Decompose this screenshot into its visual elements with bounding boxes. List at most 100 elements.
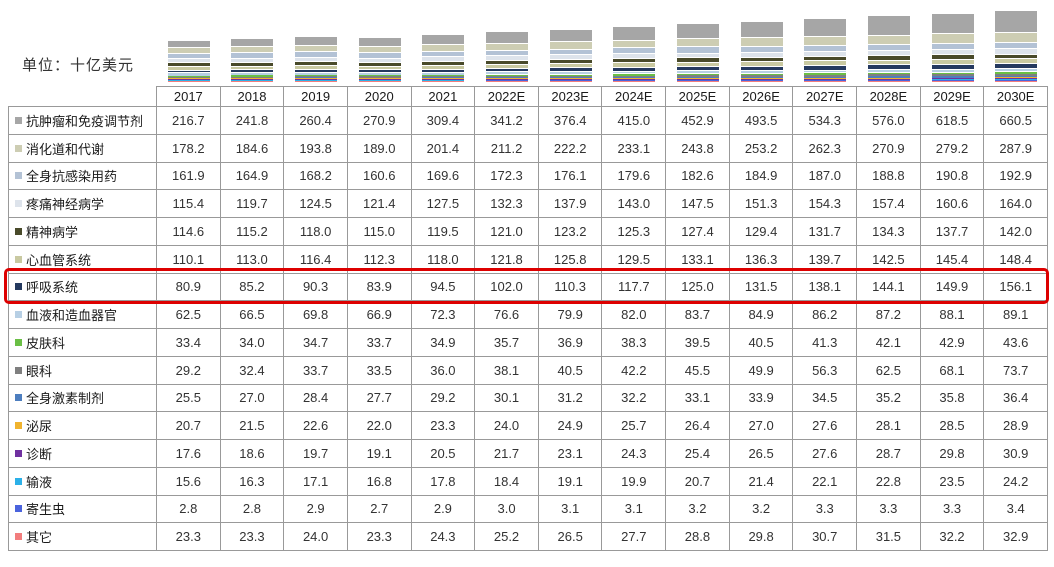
bar-segment [358, 66, 401, 70]
value-cell: 62.5 [157, 301, 221, 329]
value-cell: 133.1 [666, 245, 730, 274]
value-cell: 16.3 [220, 467, 285, 496]
value-cell: 27.0 [729, 412, 794, 440]
value-cell: 147.5 [666, 190, 730, 218]
value-cell: 32.2 [602, 384, 667, 413]
value-cell: 80.9 [157, 273, 221, 302]
bar-segment [295, 77, 338, 79]
bar-segment [422, 61, 465, 65]
value-cell: 25.5 [157, 384, 221, 413]
value-cell: 176.1 [538, 162, 603, 191]
legend-swatch-icon [15, 200, 22, 208]
bar-segment [740, 78, 783, 80]
bar-slot-2029E [921, 0, 985, 82]
value-cell: 493.5 [729, 107, 794, 135]
value-cell: 83.7 [666, 301, 730, 329]
row-label-text: 呼吸系统 [26, 280, 79, 296]
bar-segment [804, 76, 847, 78]
bar-segment [422, 65, 465, 69]
stacked-bar-2029E [931, 13, 974, 82]
value-cell: 112.3 [347, 245, 412, 274]
stacked-bar-2025E [676, 24, 719, 82]
bar-segment [740, 38, 783, 46]
column-header-2030E: 2030E [984, 86, 1048, 107]
value-cell: 23.3 [220, 523, 285, 551]
bar-segment [231, 78, 274, 80]
value-cell: 36.4 [984, 384, 1048, 413]
value-cell: 172.3 [475, 162, 539, 191]
row-label: 血液和造血器官 [8, 301, 157, 329]
value-cell: 102.0 [475, 273, 539, 302]
bar-slot-2017 [157, 0, 221, 82]
value-cell: 160.6 [920, 190, 985, 218]
bar-segment [804, 78, 847, 80]
value-cell: 82.0 [602, 301, 667, 329]
legend-swatch-icon [15, 116, 22, 124]
value-cell: 25.2 [475, 523, 539, 551]
bar-slot-2021 [412, 0, 476, 82]
value-cell: 42.9 [920, 329, 985, 357]
value-cell: 151.3 [729, 190, 794, 218]
bar-segment [867, 76, 910, 78]
bar-slot-2024E [602, 0, 666, 82]
value-cell: 161.9 [157, 162, 221, 191]
bar-segment [613, 40, 656, 48]
row-label-text: 泌尿 [26, 419, 53, 435]
value-cell: 19.9 [602, 467, 667, 496]
stacked-bar-2021 [422, 34, 465, 82]
value-cell: 660.5 [984, 107, 1048, 135]
legend-swatch-icon [15, 505, 22, 513]
value-cell: 24.3 [602, 440, 667, 468]
value-cell: 129.4 [729, 218, 794, 246]
value-cell: 73.7 [984, 356, 1048, 385]
bar-segment [295, 80, 338, 82]
bar-segment [358, 79, 401, 80]
bar-segment [995, 76, 1038, 78]
bar-segment [167, 63, 210, 67]
bar-segment [740, 62, 783, 66]
value-cell: 41.3 [793, 329, 858, 357]
value-cell: 35.2 [857, 384, 921, 413]
value-cell: 35.7 [475, 329, 539, 357]
value-cell: 124.5 [284, 190, 348, 218]
value-cell: 115.4 [157, 190, 221, 218]
value-cell: 84.9 [729, 301, 794, 329]
bar-segment [295, 72, 338, 76]
row-label-text: 皮肤科 [26, 335, 66, 351]
stacked-bar-2026E [740, 21, 783, 82]
bar-segment [486, 79, 529, 81]
bar-segment [613, 78, 656, 80]
value-cell: 43.6 [984, 329, 1048, 357]
value-cell: 127.4 [666, 218, 730, 246]
bar-segment [995, 80, 1038, 81]
value-cell: 38.1 [475, 356, 539, 385]
bar-segment [931, 55, 974, 59]
value-cell: 121.4 [347, 190, 412, 218]
value-cell: 3.3 [920, 495, 985, 524]
value-cell: 79.9 [538, 301, 603, 329]
value-cell: 618.5 [920, 107, 985, 135]
bar-segment [867, 79, 910, 81]
value-cell: 2.8 [157, 495, 221, 524]
value-cell: 33.7 [347, 329, 412, 357]
bar-segment [740, 57, 783, 61]
bar-segment [613, 77, 656, 79]
value-cell: 25.7 [602, 412, 667, 440]
value-cell: 23.3 [347, 523, 412, 551]
bar-segment [740, 46, 783, 52]
bar-segment [231, 53, 274, 58]
bar-segment [613, 71, 656, 74]
bar-segment [676, 79, 719, 81]
row-label: 疼痛神经病学 [8, 190, 157, 218]
legend-swatch-icon [15, 172, 22, 180]
bar-segment [549, 59, 592, 64]
row-label: 全身抗感染用药 [8, 162, 157, 191]
bar-segment [804, 45, 847, 51]
bar-segment [358, 38, 401, 47]
bar-segment [549, 81, 592, 82]
value-cell: 260.4 [284, 107, 348, 135]
stacked-bar-2022E [486, 32, 529, 82]
table-corner-cell [8, 86, 157, 107]
value-cell: 3.0 [475, 495, 539, 524]
bar-segment [931, 34, 974, 43]
